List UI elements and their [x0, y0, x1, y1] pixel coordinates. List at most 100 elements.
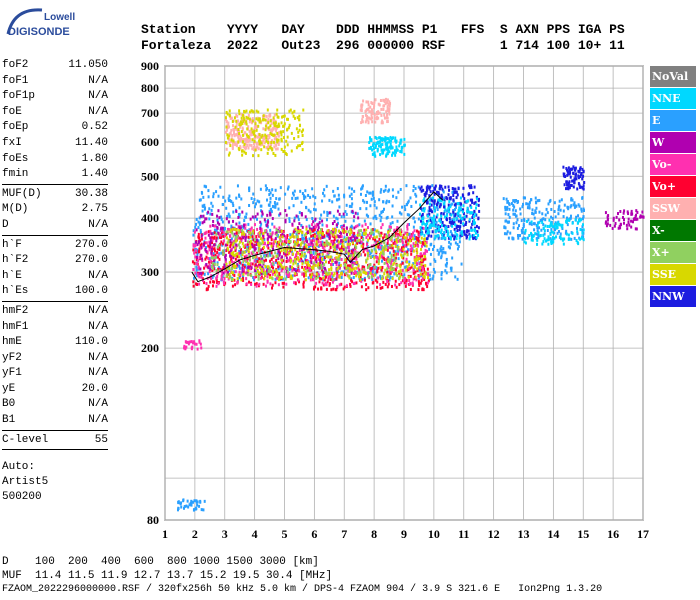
- echo-point: [312, 220, 315, 224]
- echo-point: [340, 257, 343, 261]
- echo-point: [466, 209, 469, 213]
- echo-point: [227, 240, 230, 244]
- legend-item: NNW: [650, 286, 696, 307]
- echo-point: [273, 205, 276, 209]
- echo-point: [247, 240, 250, 244]
- echo-point: [438, 251, 441, 255]
- echo-point: [381, 143, 384, 147]
- echo-point: [333, 238, 336, 242]
- echo-point: [220, 229, 223, 233]
- echo-point: [471, 222, 474, 226]
- echo-point: [375, 110, 378, 114]
- echo-point: [469, 204, 472, 208]
- echo-point: [332, 214, 335, 218]
- echo-point: [348, 204, 351, 208]
- echo-point: [277, 138, 280, 142]
- echo-point: [431, 216, 434, 220]
- echo-point: [352, 267, 355, 271]
- echo-point: [248, 246, 251, 250]
- echo-point: [421, 277, 424, 281]
- echo-point: [451, 234, 454, 238]
- echo-point: [388, 100, 391, 104]
- echo-point: [223, 276, 226, 280]
- echo-point: [382, 104, 385, 108]
- echo-point: [431, 199, 434, 203]
- echo-point: [383, 137, 386, 141]
- echo-point: [308, 229, 311, 233]
- echo-point: [447, 203, 450, 207]
- echo-point: [320, 277, 323, 281]
- echo-point: [419, 255, 422, 259]
- echo-point: [195, 258, 198, 262]
- echo-point: [332, 189, 335, 193]
- echo-point: [250, 133, 253, 137]
- echo-point: [407, 248, 410, 252]
- echo-point: [402, 254, 405, 258]
- echo-point: [438, 187, 441, 191]
- echo-point: [422, 274, 425, 278]
- echo-point: [369, 105, 372, 109]
- echo-point: [239, 123, 242, 127]
- echo-point: [301, 265, 304, 269]
- echo-point: [428, 202, 431, 206]
- echo-point: [397, 190, 400, 194]
- echo-point: [248, 189, 251, 193]
- echo-point: [241, 250, 244, 254]
- echo-point: [460, 230, 463, 234]
- echo-point: [415, 194, 418, 198]
- echo-point: [466, 206, 469, 210]
- echo-point: [265, 271, 268, 275]
- echo-point: [348, 256, 351, 260]
- echo-point: [301, 192, 304, 196]
- echo-point: [615, 215, 618, 219]
- echo-point: [210, 256, 213, 260]
- echo-point: [426, 231, 429, 235]
- echo-point: [240, 237, 243, 241]
- echo-point: [238, 193, 241, 197]
- echo-point: [301, 253, 304, 257]
- echo-point: [218, 245, 221, 249]
- echo-point: [263, 114, 266, 118]
- echo-point: [248, 117, 251, 121]
- echo-point: [582, 207, 585, 211]
- echo-point: [228, 228, 231, 232]
- echo-point: [252, 192, 255, 196]
- echo-point: [581, 228, 584, 232]
- echo-point: [365, 228, 368, 232]
- echo-point: [420, 185, 423, 189]
- echo-point: [417, 244, 420, 248]
- echo-point: [359, 207, 362, 211]
- separator: [2, 300, 108, 302]
- echo-point: [385, 247, 388, 251]
- echo-point: [506, 207, 509, 211]
- echo-point: [376, 269, 379, 273]
- echo-point: [641, 210, 644, 214]
- param-name: fmin: [2, 168, 29, 181]
- echo-point: [420, 189, 423, 193]
- echo-point: [577, 214, 580, 218]
- echo-point: [401, 268, 404, 272]
- echo-point: [340, 251, 343, 255]
- echo-point: [231, 227, 234, 231]
- echo-point: [246, 229, 249, 233]
- echo-point: [440, 231, 443, 235]
- echo-point: [409, 196, 412, 200]
- echo-point: [263, 277, 266, 281]
- echo-point: [372, 237, 375, 241]
- echo-point: [342, 228, 345, 232]
- echo-point: [541, 218, 544, 222]
- echo-point: [310, 261, 313, 265]
- echo-point: [342, 238, 345, 242]
- echo-point: [546, 238, 549, 242]
- echo-point: [403, 235, 406, 239]
- echo-point: [273, 122, 276, 126]
- echo-point: [446, 261, 449, 265]
- echo-point: [394, 139, 397, 143]
- echo-point: [329, 258, 332, 262]
- echo-point: [328, 237, 331, 241]
- echo-point: [269, 228, 272, 232]
- echo-point: [262, 234, 265, 238]
- echo-point: [299, 243, 302, 247]
- echo-point: [397, 236, 400, 240]
- echo-point: [395, 238, 398, 242]
